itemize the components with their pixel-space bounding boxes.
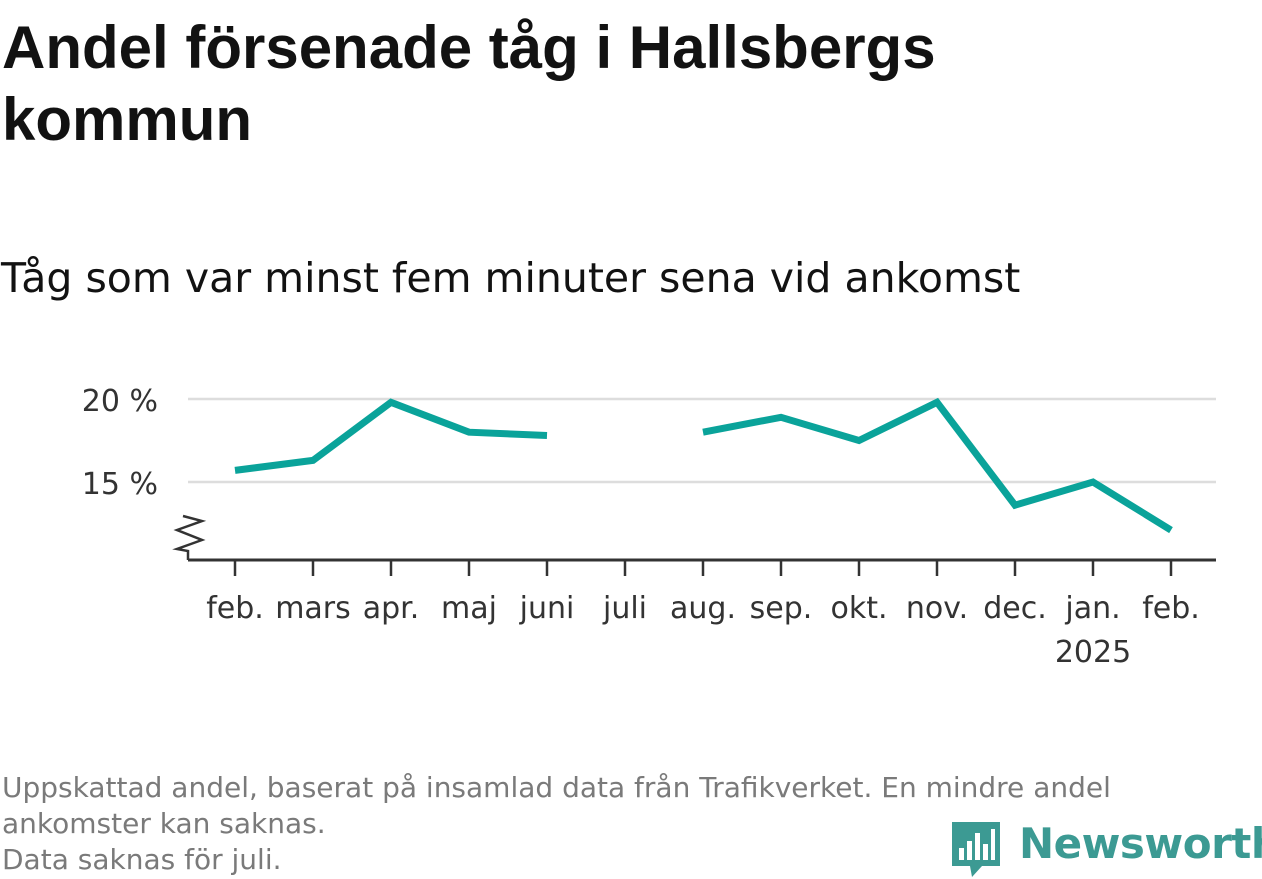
y-tick-labels: 15 % 20 % — [82, 384, 158, 502]
x-tick-label: feb. — [206, 591, 264, 626]
footnote: Uppskattad andel, baserat på insamlad da… — [2, 770, 1252, 878]
newsworthy-logo-icon — [952, 822, 1000, 877]
x-year-label: 2025 — [1055, 635, 1131, 670]
x-tick-label: maj — [441, 591, 497, 626]
y-tick-label: 15 % — [82, 467, 158, 502]
x-tick-label: okt. — [830, 591, 887, 626]
x-tick-label: apr. — [363, 591, 420, 626]
x-tick-label: juni — [519, 591, 575, 626]
x-tick-label: dec. — [983, 591, 1047, 626]
x-tick-label: mars — [275, 591, 351, 626]
x-axis — [172, 514, 1216, 576]
brand: Newsworthy — [950, 818, 1262, 878]
series-line-segment-1 — [702, 397, 1173, 534]
x-tick-label: jan. — [1064, 591, 1120, 626]
footnote-line-2: ankomster kan saknas. — [2, 807, 326, 840]
x-tick-labels: feb. mars apr. maj juni juli aug. sep. okt. nov. d… — [206, 591, 1200, 670]
grid-lines — [188, 397, 1216, 484]
x-tick-label: juli — [602, 591, 647, 626]
axis-break-mark — [172, 514, 207, 560]
line-chart: 15 % 20 % feb. mars apr. maj juni juli aug. sep.… — [82, 384, 1216, 670]
chart-subtitle: Tåg som var minst fem minuter sena vid a… — [1, 254, 1021, 302]
chart-title: Andel försenade tåg i Hallsbergs kommun — [2, 14, 936, 153]
x-tick-label: aug. — [670, 591, 736, 626]
footnote-line-3: Data saknas för juli. — [2, 843, 282, 876]
x-tick-label: nov. — [906, 591, 968, 626]
footnote-line-1: Uppskattad andel, baserat på insamlad da… — [2, 771, 1111, 804]
y-tick-label: 20 % — [82, 384, 158, 419]
series-line-segment-0 — [234, 398, 548, 474]
series-lines — [234, 397, 1173, 534]
x-tick-label: sep. — [750, 591, 813, 626]
brand-name: Newsworthy — [1019, 819, 1262, 868]
x-tick-label: feb. — [1142, 591, 1200, 626]
